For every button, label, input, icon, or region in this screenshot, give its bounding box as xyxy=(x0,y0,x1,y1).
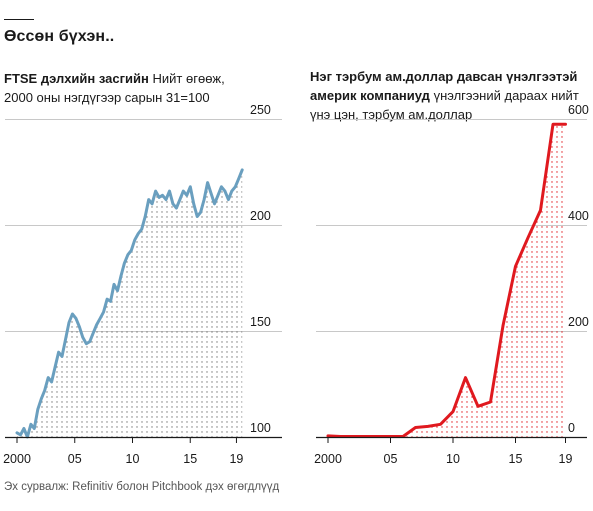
left-y-tick-label: 200 xyxy=(250,209,271,223)
left-chart: 250 200 150 100 2000 05 10 15 19 xyxy=(3,103,282,466)
right-x-tick-label: 15 xyxy=(509,452,523,466)
right-y-tick-label: 0 xyxy=(568,421,575,435)
right-y-tick-label: 600 xyxy=(568,103,589,117)
right-chart-title-rest: үнэлгээний дараах нийт үнэ цэн, тэрбум а… xyxy=(310,88,579,122)
left-x-tick-label: 05 xyxy=(68,452,82,466)
left-x-tick-label: 2000 xyxy=(3,452,31,466)
right-x-tick-label: 2000 xyxy=(314,452,342,466)
right-y-tick-label: 200 xyxy=(568,315,589,329)
left-chart-subtitle: FTSE дэлхийн засгийн Нийт өгөөж, 2000 он… xyxy=(4,69,244,107)
left-x-tick-label: 15 xyxy=(183,452,197,466)
header-rule xyxy=(4,19,34,20)
right-chart-subtitle: Нэг тэрбум ам.доллар давсан үнэлгээтэй а… xyxy=(310,67,593,124)
right-series-area xyxy=(328,124,566,438)
left-y-tick-label: 150 xyxy=(250,315,271,329)
left-y-tick-label: 250 xyxy=(250,103,271,117)
right-y-tick-label: 400 xyxy=(568,209,589,223)
left-series-line xyxy=(15,168,244,439)
left-series-area xyxy=(17,169,243,437)
source-note: Эх сурвалж: Refinitiv болон Pitchbook дэ… xyxy=(4,481,280,493)
left-x-tick-label: 19 xyxy=(229,452,243,466)
right-series-line xyxy=(326,122,567,438)
left-y-tick-label: 100 xyxy=(250,421,271,435)
right-x-tick-label: 05 xyxy=(384,452,398,466)
right-x-tick-label: 10 xyxy=(446,452,460,466)
left-x-tick-label: 10 xyxy=(126,452,140,466)
right-chart-title-bold: Нэг тэрбум ам.доллар давсан үнэлгээтэй а… xyxy=(310,69,578,103)
headline: Өссөн бүхэн.. xyxy=(4,28,115,45)
left-chart-title-rest: Нийт өгөөж, 2000 оны нэгдүгээр сарын 31=… xyxy=(4,71,225,105)
left-chart-title-bold: FTSE дэлхийн засгийн xyxy=(4,71,149,86)
right-x-tick-label: 19 xyxy=(559,452,573,466)
